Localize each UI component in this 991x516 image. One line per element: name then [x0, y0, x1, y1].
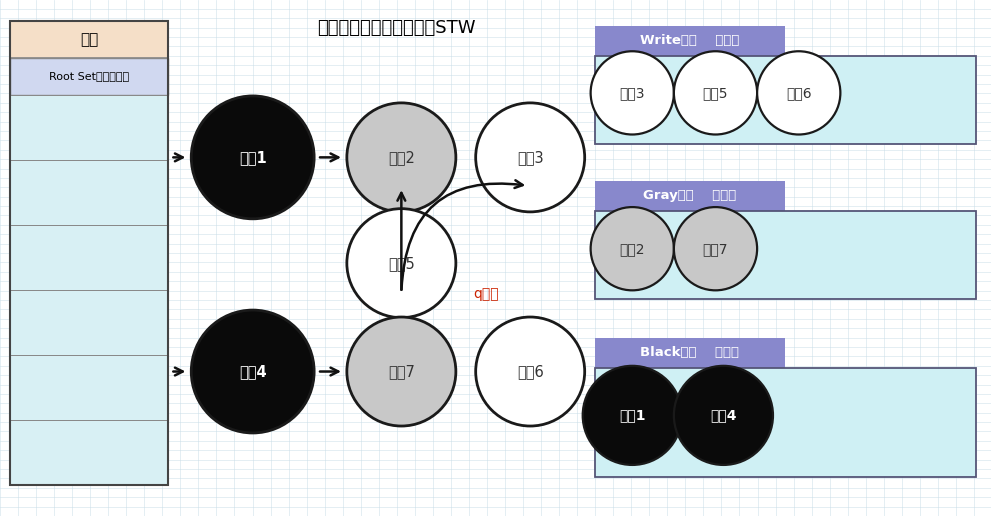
- Text: 对象5: 对象5: [703, 86, 728, 100]
- Ellipse shape: [347, 208, 456, 318]
- Text: 对象1: 对象1: [619, 408, 645, 423]
- Text: 对象3: 对象3: [517, 150, 543, 165]
- Bar: [10, 58, 168, 95]
- Ellipse shape: [674, 51, 757, 135]
- Bar: [10, 21, 168, 485]
- Bar: [10, 420, 168, 485]
- Bar: [595, 338, 786, 368]
- Text: Write白色    标记表: Write白色 标记表: [640, 34, 739, 47]
- Text: q指针: q指针: [473, 287, 498, 301]
- Bar: [10, 355, 168, 420]
- Text: Black黑色    标记表: Black黑色 标记表: [640, 346, 739, 360]
- Bar: [10, 160, 168, 225]
- Text: 程序: 程序: [80, 31, 98, 47]
- Text: 对象4: 对象4: [239, 364, 267, 379]
- Ellipse shape: [347, 317, 456, 426]
- Text: 对象1: 对象1: [239, 150, 267, 165]
- Ellipse shape: [591, 207, 674, 291]
- Ellipse shape: [476, 317, 585, 426]
- Text: 对象4: 对象4: [711, 408, 736, 423]
- Text: 对象6: 对象6: [517, 364, 543, 379]
- Ellipse shape: [757, 51, 840, 135]
- Bar: [10, 21, 168, 58]
- Ellipse shape: [347, 103, 456, 212]
- Ellipse shape: [583, 366, 682, 465]
- Text: 如果三色标记过程不启动STW: 如果三色标记过程不启动STW: [317, 20, 476, 37]
- Ellipse shape: [674, 366, 773, 465]
- Bar: [595, 56, 976, 144]
- Ellipse shape: [674, 207, 757, 291]
- Ellipse shape: [476, 103, 585, 212]
- Ellipse shape: [191, 96, 314, 219]
- Text: 对象2: 对象2: [387, 150, 415, 165]
- Text: Gray灰色    标记表: Gray灰色 标记表: [643, 189, 736, 202]
- Text: 对象3: 对象3: [619, 86, 645, 100]
- Bar: [595, 211, 976, 299]
- Text: 对象7: 对象7: [703, 241, 728, 256]
- Ellipse shape: [591, 51, 674, 135]
- Text: 对象5: 对象5: [388, 255, 414, 271]
- Bar: [10, 95, 168, 160]
- Text: 对象6: 对象6: [786, 86, 812, 100]
- Text: Root Set根节点集合: Root Set根节点集合: [50, 71, 129, 82]
- Bar: [595, 181, 786, 211]
- Bar: [595, 26, 786, 56]
- Text: 对象7: 对象7: [387, 364, 415, 379]
- Bar: [10, 290, 168, 355]
- Ellipse shape: [191, 310, 314, 433]
- Bar: [595, 368, 976, 477]
- Text: 对象2: 对象2: [619, 241, 645, 256]
- Bar: [10, 225, 168, 290]
